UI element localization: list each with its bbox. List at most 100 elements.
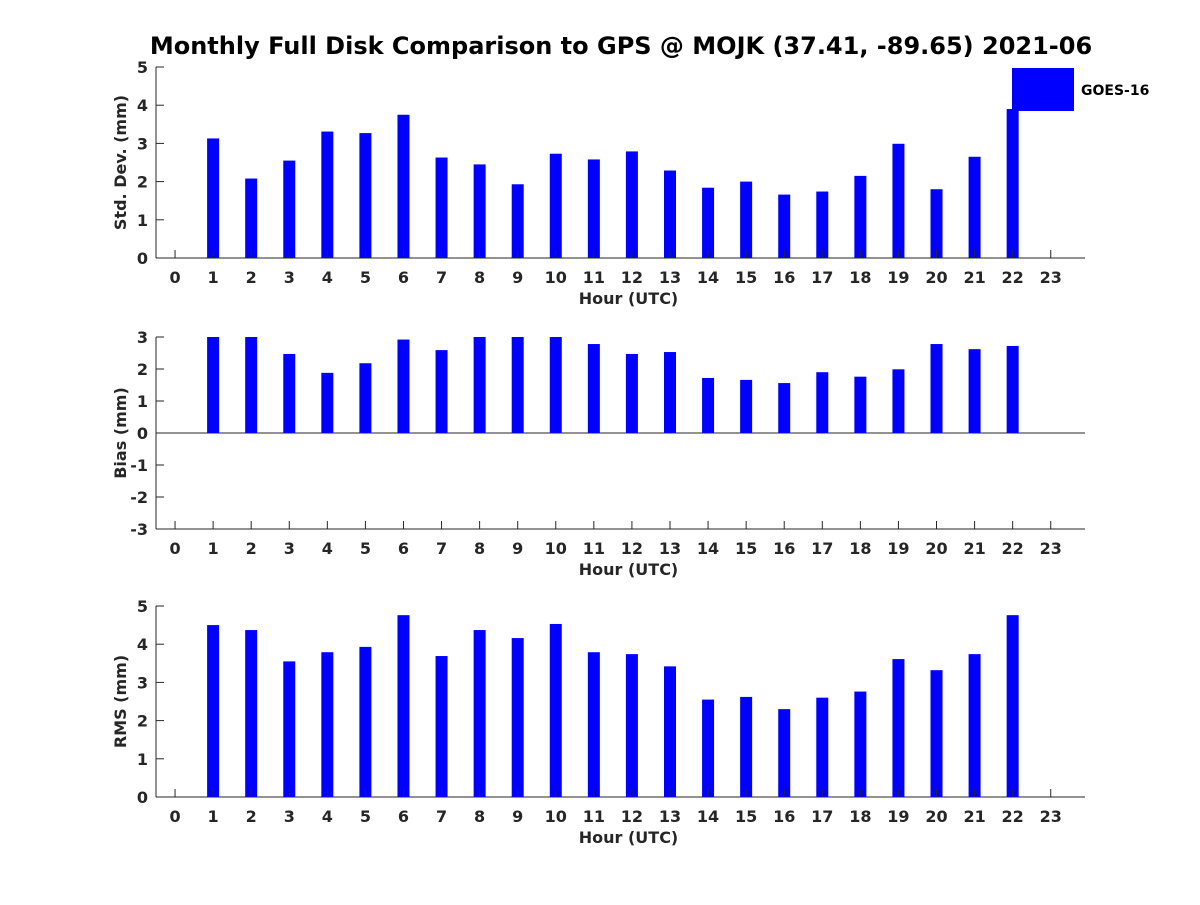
x-tick-label: 5 <box>360 539 371 558</box>
x-tick-label: 1 <box>208 539 219 558</box>
y-tick-label: 4 <box>137 635 148 654</box>
x-tick-label: 13 <box>659 268 681 287</box>
y-tick-label: 0 <box>137 788 148 807</box>
x-tick-label: 0 <box>169 539 180 558</box>
bar-hour-9 <box>511 638 524 797</box>
x-tick-label: 0 <box>169 807 180 826</box>
x-tick-label: 9 <box>512 807 523 826</box>
bar-hour-12 <box>625 654 638 797</box>
bar-hour-2 <box>245 337 258 433</box>
legend-label: GOES-16 <box>1081 83 1149 99</box>
bar-hour-20 <box>930 189 943 258</box>
x-tick-label: 4 <box>322 807 333 826</box>
x-tick-label: 9 <box>512 268 523 287</box>
x-tick-label: 2 <box>246 539 257 558</box>
x-tick-label: 3 <box>284 268 295 287</box>
x-axis-label: Hour (UTC) <box>579 560 679 579</box>
x-tick-label: 6 <box>398 807 409 826</box>
x-tick-label: 15 <box>735 268 757 287</box>
bar-hour-8 <box>473 630 486 797</box>
x-tick-label: 1 <box>208 807 219 826</box>
x-tick-label: 22 <box>1002 807 1024 826</box>
bar-hour-12 <box>625 151 638 258</box>
bar-hour-21 <box>968 156 981 258</box>
chart-title: Monthly Full Disk Comparison to GPS @ MO… <box>150 32 1092 60</box>
bar-hour-18 <box>854 175 867 258</box>
bar-hour-5 <box>359 363 372 433</box>
y-tick-label: 1 <box>137 750 148 769</box>
x-tick-label: 21 <box>963 268 985 287</box>
x-tick-label: 12 <box>621 539 643 558</box>
x-tick-label: 16 <box>773 268 795 287</box>
x-tick-label: 19 <box>887 807 909 826</box>
x-tick-label: 15 <box>735 807 757 826</box>
x-tick-label: 8 <box>474 539 485 558</box>
bar-hour-4 <box>321 131 334 258</box>
bar-hour-1 <box>207 138 220 258</box>
x-tick-label: 4 <box>322 539 333 558</box>
x-tick-label: 13 <box>659 807 681 826</box>
x-tick-label: 20 <box>925 268 947 287</box>
x-tick-label: 20 <box>925 539 947 558</box>
bar-hour-19 <box>892 143 905 258</box>
x-tick-label: 20 <box>925 807 947 826</box>
x-tick-label: 18 <box>849 807 871 826</box>
x-tick-label: 23 <box>1040 807 1062 826</box>
y-tick-label: -2 <box>130 488 148 507</box>
x-tick-label: 3 <box>284 807 295 826</box>
bar-hour-2 <box>245 178 258 258</box>
bar-hour-17 <box>816 372 829 433</box>
bar-hour-4 <box>321 652 334 797</box>
bar-hour-15 <box>740 379 753 433</box>
y-axis-label: Bias (mm) <box>111 387 130 479</box>
y-tick-label: 2 <box>137 712 148 731</box>
x-tick-label: 15 <box>735 539 757 558</box>
bar-hour-13 <box>663 352 676 433</box>
x-tick-label: 6 <box>398 539 409 558</box>
bar-hour-9 <box>511 337 524 433</box>
bar-hour-8 <box>473 337 486 433</box>
bar-hour-21 <box>968 349 981 433</box>
x-tick-label: 22 <box>1002 268 1024 287</box>
bar-hour-6 <box>397 114 410 258</box>
bar-hour-10 <box>549 337 562 433</box>
x-tick-label: 9 <box>512 539 523 558</box>
bar-hour-4 <box>321 372 334 433</box>
x-tick-label: 21 <box>963 539 985 558</box>
x-tick-label: 3 <box>284 539 295 558</box>
bar-hour-1 <box>207 337 220 433</box>
x-tick-label: 4 <box>322 268 333 287</box>
bar-hour-8 <box>473 164 486 258</box>
x-tick-label: 10 <box>545 539 567 558</box>
y-tick-label: 3 <box>137 134 148 153</box>
y-tick-label: 0 <box>137 249 148 268</box>
x-tick-label: 6 <box>398 268 409 287</box>
y-tick-label: -1 <box>130 456 148 475</box>
x-tick-label: 16 <box>773 539 795 558</box>
bar-hour-1 <box>207 625 220 797</box>
x-tick-label: 8 <box>474 268 485 287</box>
bar-hour-7 <box>435 157 448 258</box>
x-tick-label: 12 <box>621 807 643 826</box>
bar-hour-22 <box>1006 615 1019 797</box>
bar-hour-18 <box>854 376 867 433</box>
y-axis-label: Std. Dev. (mm) <box>111 95 130 230</box>
y-tick-label: 1 <box>137 211 148 230</box>
y-tick-label: -3 <box>130 520 148 539</box>
bar-hour-3 <box>283 353 296 433</box>
y-tick-label: 3 <box>137 673 148 692</box>
y-axis-label: RMS (mm) <box>111 655 130 748</box>
bar-hour-22 <box>1006 345 1019 433</box>
x-tick-label: 14 <box>697 807 719 826</box>
bar-hour-10 <box>549 623 562 797</box>
y-tick-label: 5 <box>137 597 148 616</box>
bar-hour-3 <box>283 160 296 258</box>
bar-hour-13 <box>663 666 676 797</box>
bar-hour-5 <box>359 133 372 258</box>
bar-hour-16 <box>778 383 791 433</box>
bar-hour-11 <box>587 344 600 433</box>
bar-hour-21 <box>968 654 981 797</box>
x-tick-label: 5 <box>360 268 371 287</box>
